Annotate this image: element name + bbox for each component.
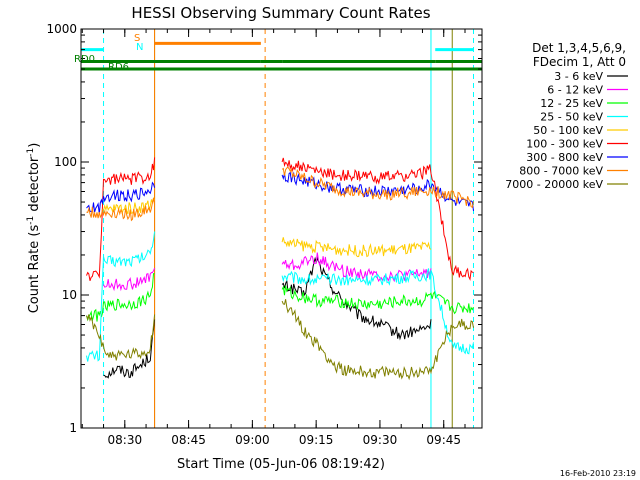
legend-entry-label: 25 - 50 keV [540,111,603,124]
flag-label: RD6 [108,62,129,73]
series-line [86,231,156,362]
footer-date: 16-Feb-2010 23:19 [560,469,636,478]
series-line [86,273,155,322]
y-tick-label: 100 [54,155,77,169]
series-line [281,237,432,258]
x-tick-label: 09:15 [299,433,334,447]
legend-header-line-1: Det 1,3,4,5,6,9, [532,41,626,55]
flag-label: N [136,42,143,53]
series-line [281,299,474,381]
legend-entry-label: 12 - 25 keV [540,97,603,110]
series-line [281,256,432,341]
series-line [86,314,156,361]
legend-entry-label: 800 - 7000 keV [519,165,603,178]
chart-title: HESSI Observing Summary Count Rates [131,4,430,22]
series-line [281,166,474,209]
legend: Det 1,3,4,5,6,9, FDecim 1, Att 0 3 - 6 k… [505,41,628,191]
y-tick-label: 1 [69,421,77,435]
series-line [281,285,474,315]
y-axis-label: Count Rate (s-1 detector-1) [26,143,42,314]
series-line [86,181,156,215]
x-tick-label: 09:30 [363,433,398,447]
legend-entry-label: 50 - 100 keV [533,124,603,137]
series-line [281,268,474,355]
x-axis-label: Start Time (05-Jun-06 08:19:42) [177,457,385,472]
axes: 08:30 08:45 09:00 09:15 09:30 09:45 1 10 100 1000… [46,22,482,447]
plot-frame [80,28,483,429]
x-tick-label: 09:45 [426,433,461,447]
series-line [86,157,156,281]
x-tick-label: 08:30 [108,433,143,447]
x-tick-label: 09:00 [235,433,270,447]
flag-label: RD0 [74,54,95,65]
legend-entry-label: 3 - 6 keV [554,70,603,83]
flag-label: S [134,33,140,44]
legend-entry-label: 7000 - 20000 keV [505,178,603,191]
series-line [103,196,156,215]
legend-entry-label: 100 - 300 keV [526,138,603,151]
x-tick-label: 08:45 [171,433,206,447]
series-line [103,267,156,292]
series-lines [86,157,474,381]
legend-entry-label: 6 - 12 keV [547,84,603,97]
vertical-markers [103,29,474,428]
legend-entry-label: 300 - 800 keV [526,151,603,164]
series-line [86,198,156,222]
series-line [281,157,474,281]
legend-header-line-2: FDecim 1, Att 0 [533,55,626,69]
series-line [103,319,156,379]
y-tick-label: 1000 [46,22,77,36]
y-tick-label: 10 [62,288,77,302]
flag-bars [81,41,482,71]
